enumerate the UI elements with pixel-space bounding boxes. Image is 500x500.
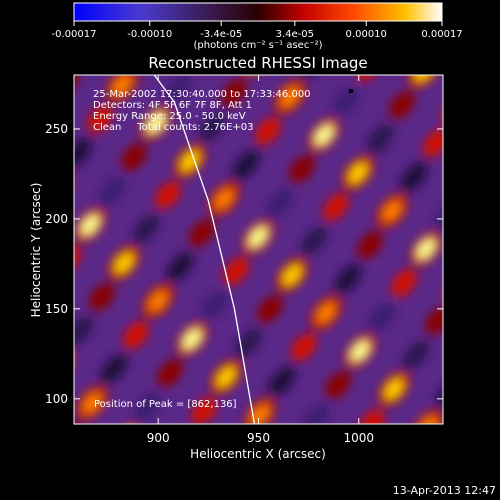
- annotation-detectors: Detectors: 4F 5F 6F 7F 8F, Att 1: [93, 100, 252, 111]
- y-axis-label: Heliocentric Y (arcsec): [29, 183, 43, 318]
- x-axis-ticks: 900 950 1000: [147, 75, 374, 445]
- colorbar-tick-label: 0.00017: [421, 29, 462, 40]
- x-axis-label: Heliocentric X (arcsec): [190, 447, 326, 461]
- colorbar-tick-label: 3.4e-05: [276, 29, 314, 40]
- colorbar-tick-label: -3.4e-05: [200, 29, 242, 40]
- annotation-energy-range: Energy Range: 25.0 - 50.0 keV: [93, 111, 246, 122]
- x-tick-label: 900: [147, 431, 170, 445]
- heatmap-image: [74, 75, 443, 424]
- colorbar-tick-label: -0.00010: [127, 29, 172, 40]
- x-tick-label: 950: [247, 431, 270, 445]
- colorbar-ticks: -0.00017 -0.00010 -3.4e-05 3.4e-05 0.00010 0.…: [52, 21, 463, 40]
- annotation-clean-counts: Clean Total counts: 2.76E+03: [93, 122, 253, 133]
- y-axis-ticks: 100 150 200 250: [45, 122, 443, 406]
- colorbar-tick-label: -0.00017: [52, 29, 97, 40]
- timestamp: 13-Apr-2013 12:47: [392, 484, 496, 497]
- colorbar-unit-label: (photons cm⁻² s⁻¹ asec⁻²): [193, 40, 322, 51]
- y-tick-label: 250: [45, 122, 68, 136]
- y-tick-label: 200: [45, 212, 68, 226]
- chart-title: Reconstructed RHESSI Image: [148, 54, 367, 72]
- colorbar: [73, 2, 443, 22]
- peak-position-label: Position of Peak = [862,136]: [94, 399, 237, 410]
- x-tick-label: 1000: [343, 431, 374, 445]
- y-tick-label: 150: [45, 302, 68, 316]
- solar-limb-line: [153, 75, 256, 424]
- annotation-time-range: 25-Mar-2002 17:30:40.000 to 17:33:46.000: [93, 89, 311, 100]
- colorbar-tick-label: 0.00010: [346, 29, 387, 40]
- y-tick-label: 100: [45, 392, 68, 406]
- peak-marker: [349, 89, 353, 93]
